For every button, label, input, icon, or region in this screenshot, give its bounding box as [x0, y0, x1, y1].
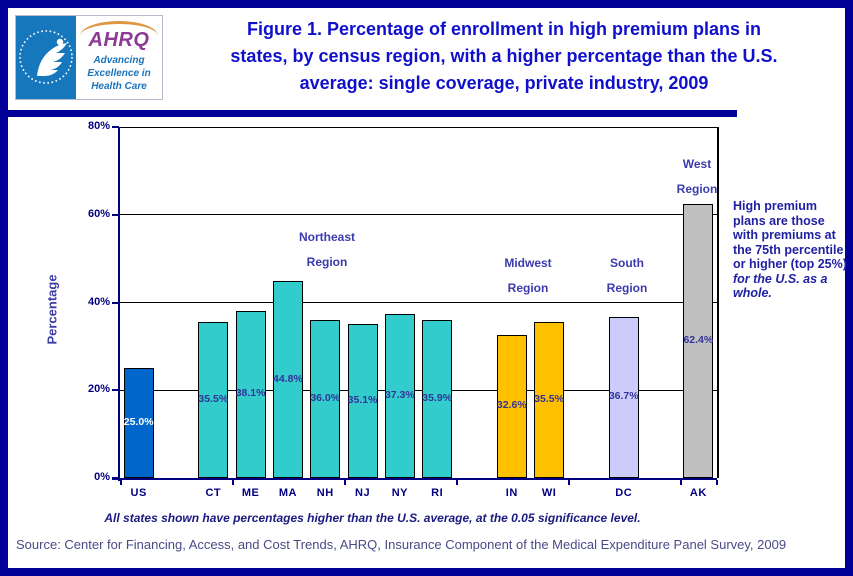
source-line: Source: Center for Financing, Access, an…	[16, 537, 787, 552]
bar-DC	[608, 316, 639, 478]
x-axis-category-label-NJ: NJ	[355, 487, 371, 499]
y-axis-tick-label: 40%	[87, 295, 110, 308]
bar-AK	[683, 204, 714, 478]
ahrq-acronym: AHRQ	[88, 29, 150, 51]
bar-value-label-CT: 35.5%	[198, 393, 229, 406]
x-axis-category-label-DC: DC	[615, 487, 633, 499]
header-divider	[8, 110, 737, 117]
region-label-northeast-region-line-1: Northeast	[298, 230, 355, 244]
y-axis-tick	[112, 126, 119, 128]
figure-title-line-1: Figure 1. Percentage of enrollment in hi…	[246, 19, 762, 39]
y-axis-tick-label: 60%	[87, 207, 110, 220]
bar-WI	[534, 322, 565, 478]
bar-value-label-NH: 36.0%	[310, 392, 341, 405]
figure-title-line-3: average: single coverage, private indust…	[299, 73, 709, 93]
ahrq-logo-panel: AHRQ Advancing Excellence in Health Care	[76, 16, 162, 99]
region-label-west-region-line-2: Region	[676, 182, 718, 196]
region-label-west-region-line-1: West	[682, 157, 712, 171]
bar-value-label-US: 25.0%	[123, 416, 154, 429]
y-axis-tick	[112, 301, 119, 304]
bar-value-label-IN: 32.6%	[496, 399, 527, 412]
x-axis-category-label-NY: NY	[391, 487, 408, 499]
bar-US	[123, 368, 154, 478]
gridline-80	[120, 126, 717, 128]
bar-MA	[272, 281, 303, 478]
bar-value-label-NY: 37.3%	[384, 389, 415, 402]
y-axis-tick-label: 20%	[87, 383, 110, 396]
bar-value-label-RI: 35.9%	[422, 392, 453, 405]
plot-border-right	[717, 127, 719, 478]
definition-note-italic: for the U.S. as a whole.	[733, 271, 828, 301]
region-label-midwest-region-line-1: Midwest	[504, 256, 552, 270]
x-axis-tick	[231, 480, 234, 485]
y-axis-tick	[112, 213, 119, 216]
x-axis-category-label-ME: ME	[241, 487, 260, 499]
x-axis-tick	[679, 480, 682, 485]
x-axis-category-label-RI: RI	[431, 487, 444, 499]
x-axis-category-label-NH: NH	[316, 487, 334, 499]
bar-value-label-WI: 35.5%	[534, 393, 564, 406]
y-axis-tick	[112, 389, 119, 392]
ahrq-tagline-line-2: Excellence in	[87, 68, 151, 79]
definition-note-main: High premium plans are those with premiu…	[733, 199, 847, 271]
y-axis-title: Percentage	[44, 274, 60, 345]
x-axis-category-label-MA: MA	[278, 487, 297, 499]
x-axis-tick	[716, 480, 718, 485]
bar-value-label-DC: 36.7%	[608, 390, 639, 403]
significance-footnote: All states shown have percentages higher…	[104, 511, 641, 525]
gridline-40	[120, 302, 717, 303]
y-axis-tick-label: 0%	[94, 471, 110, 483]
y-axis-line	[118, 127, 120, 481]
x-axis-category-label-CT: CT	[205, 487, 222, 499]
region-label-midwest-region-line-2: Region	[507, 281, 549, 295]
bar-value-label-AK: 62.4%	[683, 334, 714, 347]
region-label-south-region-line-1: South	[610, 256, 644, 270]
y-axis-tick-label: 80%	[87, 120, 110, 132]
gridline-60	[120, 214, 717, 216]
ahrq-tagline-line-1: Advancing	[93, 55, 145, 66]
definition-note: High premium plans are those with premiu…	[733, 199, 850, 301]
hhs-eagle-icon	[19, 30, 73, 84]
ahrq-arc-icon	[80, 21, 158, 36]
bar-value-label-NJ: 35.1%	[347, 393, 378, 406]
x-axis-tick	[455, 480, 458, 485]
figure-title-line-2: states, by census region, with a higher …	[230, 46, 778, 66]
x-axis-tick	[567, 480, 570, 485]
bar-NH	[310, 320, 341, 478]
bar-value-label-ME: 38.1%	[235, 387, 266, 400]
ahrq-tagline: Advancing Excellence in Health Care	[76, 54, 162, 93]
x-axis-category-label-US: US	[130, 487, 147, 499]
bar-NY	[384, 314, 415, 478]
bar-CT	[198, 322, 229, 478]
region-label-south-region-line-2: Region	[606, 281, 648, 295]
x-axis-category-label-AK: AK	[689, 487, 707, 499]
ahrq-tagline-line-3: Health Care	[91, 81, 147, 92]
region-label-northeast-region-line-2: Region	[306, 255, 348, 269]
bar-RI	[422, 320, 453, 478]
x-axis-category-label-IN: IN	[505, 487, 518, 499]
bar-IN	[496, 334, 527, 478]
x-axis-tick	[343, 480, 346, 485]
gridline-20	[120, 389, 717, 391]
hhs-logo-panel	[16, 16, 76, 99]
bar-NJ	[347, 323, 378, 478]
figure-title: Figure 1. Percentage of enrollment in hi…	[172, 16, 836, 97]
ahrq-hhs-logo: AHRQ Advancing Excellence in Health Care	[15, 15, 163, 100]
x-axis-line	[112, 478, 717, 480]
bar-ME	[235, 310, 266, 478]
x-axis-tick	[120, 480, 122, 485]
bar-value-label-MA: 44.8%	[273, 372, 303, 385]
x-axis-category-label-WI: WI	[541, 487, 557, 499]
